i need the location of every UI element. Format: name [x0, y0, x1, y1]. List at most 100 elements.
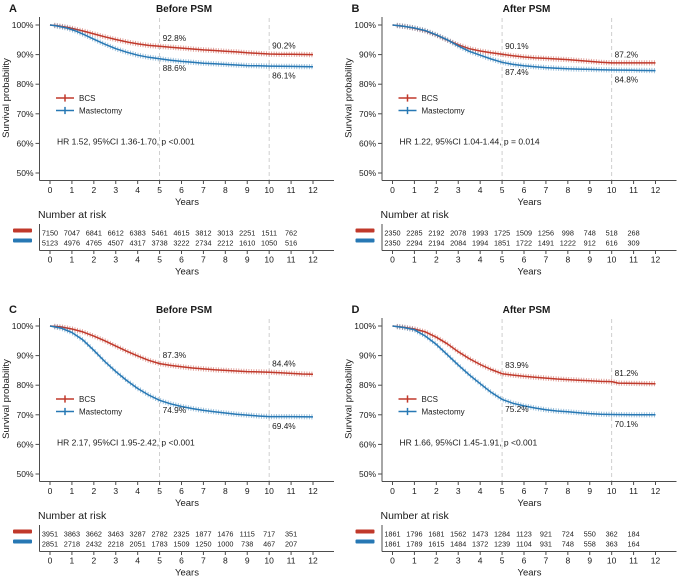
legend-label: BCS [422, 395, 438, 404]
hr-annotation: HR 2.17, 95%CI 1.95-2.42, p <0.001 [57, 438, 195, 448]
x-tick-label: 1 [70, 185, 75, 195]
x-tick-label: 9 [245, 486, 250, 496]
survival-annotation: 81.2% [615, 368, 639, 378]
panel-letter: C [9, 304, 17, 316]
y-tick-label: 80% [359, 79, 376, 89]
y-tick-label: 70% [16, 410, 33, 420]
y-tick-label: 50% [359, 469, 376, 479]
x-axis-title: Years [175, 498, 199, 509]
risk-x-tick-label: 3 [456, 556, 461, 566]
risk-count: 1476 [217, 530, 233, 539]
panel-b: B After PSM 100% 90% 80% 70% 60% 50% 0 1 2 3 4 5 6 7 8 9 1… [342, 0, 685, 291]
mastectomy-curve [49, 24, 314, 68]
x-tick-label: 2 [91, 185, 96, 195]
risk-x-tick-label: 1 [70, 255, 75, 265]
x-tick-label: 11 [287, 185, 296, 195]
y-axis-title: Survival probability [344, 359, 355, 439]
risk-count: 5123 [42, 239, 58, 248]
risk-count: 1484 [450, 540, 466, 549]
risk-count: 2251 [239, 229, 255, 238]
x-tick-label: 6 [179, 185, 184, 195]
risk-count: 2718 [64, 540, 80, 549]
risk-count: 1256 [538, 229, 554, 238]
risk-count: 616 [606, 239, 618, 248]
risk-count: 2350 [384, 229, 400, 238]
risk-row-marker-bcs [13, 228, 32, 233]
survival-annotation: 88.6% [163, 63, 187, 73]
risk-x-tick-label: 8 [223, 255, 228, 265]
risk-x-axis-title: Years [518, 568, 542, 579]
risk-count: 207 [285, 540, 297, 549]
risk-count: 2212 [217, 239, 233, 248]
survival-annotation: 87.4% [505, 67, 529, 77]
x-tick-label: 6 [179, 486, 184, 496]
risk-count: 516 [285, 239, 297, 248]
risk-x-tick-label: 0 [48, 255, 53, 265]
risk-count: 309 [627, 239, 639, 248]
risk-count: 6612 [108, 229, 124, 238]
risk-count: 2218 [108, 540, 124, 549]
risk-table-header: Number at risk [381, 209, 450, 221]
x-tick-label: 5 [157, 486, 162, 496]
risk-count: 164 [627, 540, 639, 549]
risk-count: 2194 [428, 239, 444, 248]
x-tick-label: 5 [157, 185, 162, 195]
survival-annotation: 87.3% [163, 350, 187, 360]
risk-count: 1861 [384, 530, 400, 539]
risk-x-tick-label: 10 [607, 255, 617, 265]
x-tick-label: 1 [412, 185, 417, 195]
risk-count: 1104 [516, 540, 532, 549]
risk-x-tick-label: 5 [157, 255, 162, 265]
risk-row-marker-bcs [355, 228, 375, 233]
risk-count: 912 [584, 239, 596, 248]
legend-label: Mastectomy [422, 107, 465, 116]
x-tick-label: 10 [264, 486, 274, 496]
legend-label: Mastectomy [422, 408, 465, 417]
risk-count: 4615 [173, 229, 189, 238]
x-tick-label: 5 [500, 486, 505, 496]
mastectomy-curve [392, 24, 656, 72]
x-tick-label: 8 [565, 486, 570, 496]
risk-count: 2325 [173, 530, 189, 539]
x-tick-label: 0 [390, 486, 395, 496]
panel-title: Before PSM [156, 4, 212, 15]
risk-count: 1250 [195, 540, 211, 549]
risk-row-marker-mastectomy [355, 539, 375, 544]
risk-count: 1511 [261, 229, 277, 238]
x-tick-label: 10 [607, 185, 617, 195]
x-tick-label: 7 [201, 185, 206, 195]
risk-x-tick-label: 5 [157, 556, 162, 566]
risk-x-tick-label: 12 [308, 556, 318, 566]
x-tick-label: 6 [522, 486, 527, 496]
risk-x-tick-label: 1 [70, 556, 75, 566]
risk-x-tick-label: 9 [587, 255, 592, 265]
risk-count: 5461 [151, 229, 167, 238]
x-tick-label: 9 [587, 185, 592, 195]
risk-count: 362 [606, 530, 618, 539]
y-tick-label: 70% [359, 109, 376, 119]
risk-row-marker-bcs [13, 529, 32, 534]
survival-annotation: 92.8% [163, 33, 187, 43]
risk-count: 1491 [538, 239, 554, 248]
legend-label: BCS [79, 395, 95, 404]
legend-label: BCS [422, 94, 438, 103]
risk-x-tick-label: 2 [434, 255, 439, 265]
risk-x-tick-label: 1 [412, 556, 417, 566]
risk-x-axis-title: Years [175, 267, 199, 278]
risk-x-tick-label: 7 [544, 255, 549, 265]
x-tick-label: 3 [456, 185, 461, 195]
x-tick-label: 7 [544, 486, 549, 496]
x-axis-title: Years [175, 197, 199, 208]
risk-count: 6383 [130, 229, 146, 238]
risk-x-tick-label: 4 [478, 556, 483, 566]
legend-label: Mastectomy [79, 107, 122, 116]
x-tick-label: 5 [500, 185, 505, 195]
risk-count: 1615 [428, 540, 444, 549]
risk-count: 1000 [217, 540, 233, 549]
risk-count: 4317 [130, 239, 146, 248]
risk-count: 2078 [450, 229, 466, 238]
risk-count: 1372 [472, 540, 488, 549]
